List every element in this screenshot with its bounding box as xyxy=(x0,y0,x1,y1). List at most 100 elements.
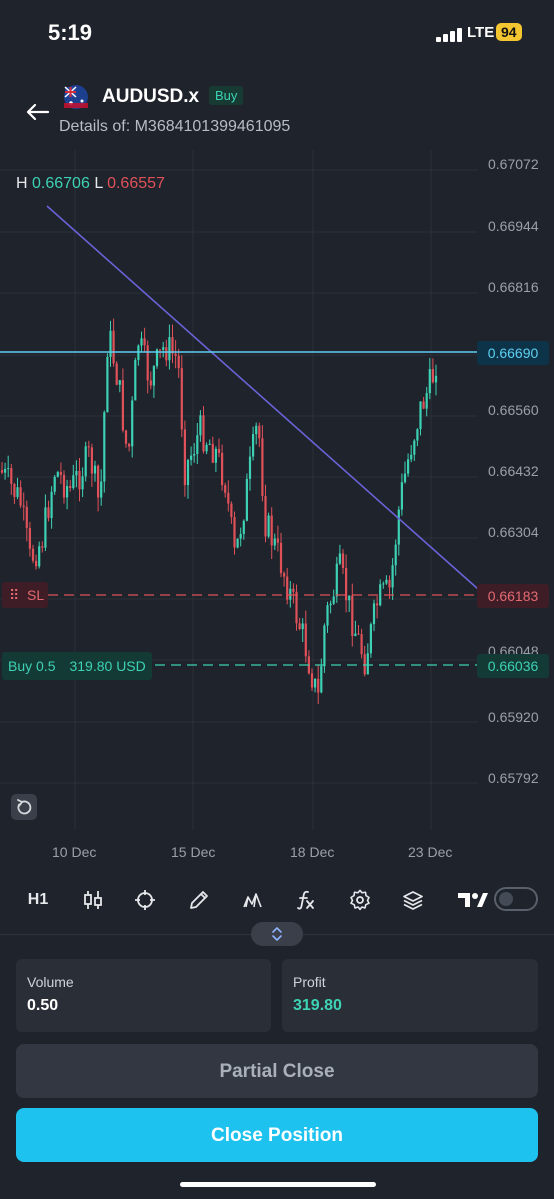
candle-body xyxy=(93,465,97,474)
candle-body xyxy=(394,544,397,566)
candle-body xyxy=(413,440,416,455)
high-value: 0.66706 xyxy=(32,175,90,192)
stop-loss-price-tag: 0.66183 xyxy=(477,584,549,608)
high-label: H xyxy=(16,175,28,192)
candle-body xyxy=(425,393,428,409)
candle-body xyxy=(410,454,413,460)
function-button[interactable] xyxy=(289,878,323,922)
candle-body xyxy=(431,369,434,383)
candle-body xyxy=(224,485,227,493)
stop-loss-handle[interactable]: ⠿ SL xyxy=(2,582,48,608)
candle-body xyxy=(162,347,165,350)
partial-close-button[interactable]: Partial Close xyxy=(16,1044,538,1098)
close-position-button[interactable]: Close Position xyxy=(16,1108,538,1162)
candle-body xyxy=(208,443,211,445)
chart-type-button[interactable] xyxy=(76,878,110,922)
candle-body xyxy=(90,447,93,474)
candle-body xyxy=(335,563,338,597)
candle-body xyxy=(273,538,276,546)
candle-body xyxy=(149,380,152,386)
x-tick: 15 Dec xyxy=(171,844,216,860)
candle-body xyxy=(50,491,53,519)
candle-body xyxy=(16,487,19,497)
candle-body xyxy=(109,330,112,357)
home-indicator xyxy=(180,1182,376,1187)
candle-body xyxy=(428,369,431,394)
back-arrow-icon[interactable] xyxy=(24,102,50,122)
candle-body xyxy=(360,634,363,655)
candle-body xyxy=(388,579,391,588)
candle-body xyxy=(317,678,320,693)
candle-body xyxy=(205,444,208,452)
position-line-label[interactable]: Buy 0.5 319.80 USD xyxy=(2,652,152,680)
chart-canvas[interactable] xyxy=(0,150,554,870)
timeframe-button[interactable]: H1 xyxy=(21,878,55,922)
stop-loss-label: SL xyxy=(27,587,45,603)
candle-body xyxy=(255,425,258,435)
indicators-button[interactable] xyxy=(236,878,270,922)
candle-body xyxy=(320,666,323,693)
layers-button[interactable] xyxy=(396,878,430,922)
reset-chart-icon[interactable] xyxy=(11,794,37,820)
candle-body xyxy=(363,654,366,675)
toggle-knob xyxy=(499,892,513,906)
y-tick: 0.66304 xyxy=(488,524,539,540)
tradingview-logo-icon xyxy=(458,893,488,907)
candle-body xyxy=(183,429,186,486)
function-icon xyxy=(297,890,314,910)
candle-body xyxy=(310,673,314,688)
candle-body xyxy=(252,434,255,457)
candle-body xyxy=(351,595,354,637)
symbol-title: AUDUSD.x xyxy=(102,86,200,107)
candle-body xyxy=(0,470,4,473)
candle-body xyxy=(211,443,214,463)
candle-body xyxy=(270,515,273,546)
candle-body xyxy=(202,415,205,452)
candle-body xyxy=(190,455,193,460)
candle-body xyxy=(283,573,286,577)
candle-body xyxy=(379,584,382,606)
low-label: L xyxy=(94,175,103,192)
candle-body xyxy=(248,456,252,479)
candle-body xyxy=(286,576,289,600)
candle-body xyxy=(264,496,267,537)
candle-body xyxy=(56,472,59,477)
gear-icon xyxy=(350,889,370,911)
profit-panel: Profit 319.80 xyxy=(282,959,538,1032)
candle-body xyxy=(118,380,121,385)
candle-body xyxy=(276,538,279,543)
candle-body xyxy=(159,349,162,351)
tradingview-toggle[interactable] xyxy=(494,887,538,911)
candle-body xyxy=(22,505,25,507)
candle-body xyxy=(134,360,137,401)
candle-body xyxy=(124,430,128,444)
signal-icon xyxy=(436,26,462,42)
candle-body xyxy=(143,338,146,346)
candle-body xyxy=(103,412,106,482)
x-tick: 18 Dec xyxy=(290,844,335,860)
candle-body xyxy=(391,565,394,588)
current-price-tag: 0.66690 xyxy=(477,341,549,365)
position-pnl-label: 319.80 USD xyxy=(69,658,146,674)
candle-body xyxy=(31,548,35,561)
candle-body xyxy=(314,678,317,688)
candle-body xyxy=(301,623,304,630)
candle-body xyxy=(137,345,140,361)
candle-body xyxy=(75,470,78,476)
draw-button[interactable] xyxy=(182,878,216,922)
settings-button[interactable] xyxy=(343,878,377,922)
tradingview-logo xyxy=(456,878,490,922)
crosshair-button[interactable] xyxy=(128,878,162,922)
candle-body xyxy=(19,487,22,506)
status-bar: 5:19 LTE 94 xyxy=(0,0,554,66)
y-tick: 0.66432 xyxy=(488,463,539,479)
drag-grip-icon[interactable]: ⠿ xyxy=(9,587,20,603)
candle-body xyxy=(267,515,270,537)
expand-chevron-icon[interactable] xyxy=(251,922,303,946)
price-chart[interactable] xyxy=(0,150,554,870)
candle-body xyxy=(84,446,87,477)
candle-body xyxy=(177,355,180,369)
side-badge: Buy xyxy=(209,86,244,105)
timeframe-label: H1 xyxy=(27,891,49,908)
chart-toolbar: H1 xyxy=(0,878,554,922)
